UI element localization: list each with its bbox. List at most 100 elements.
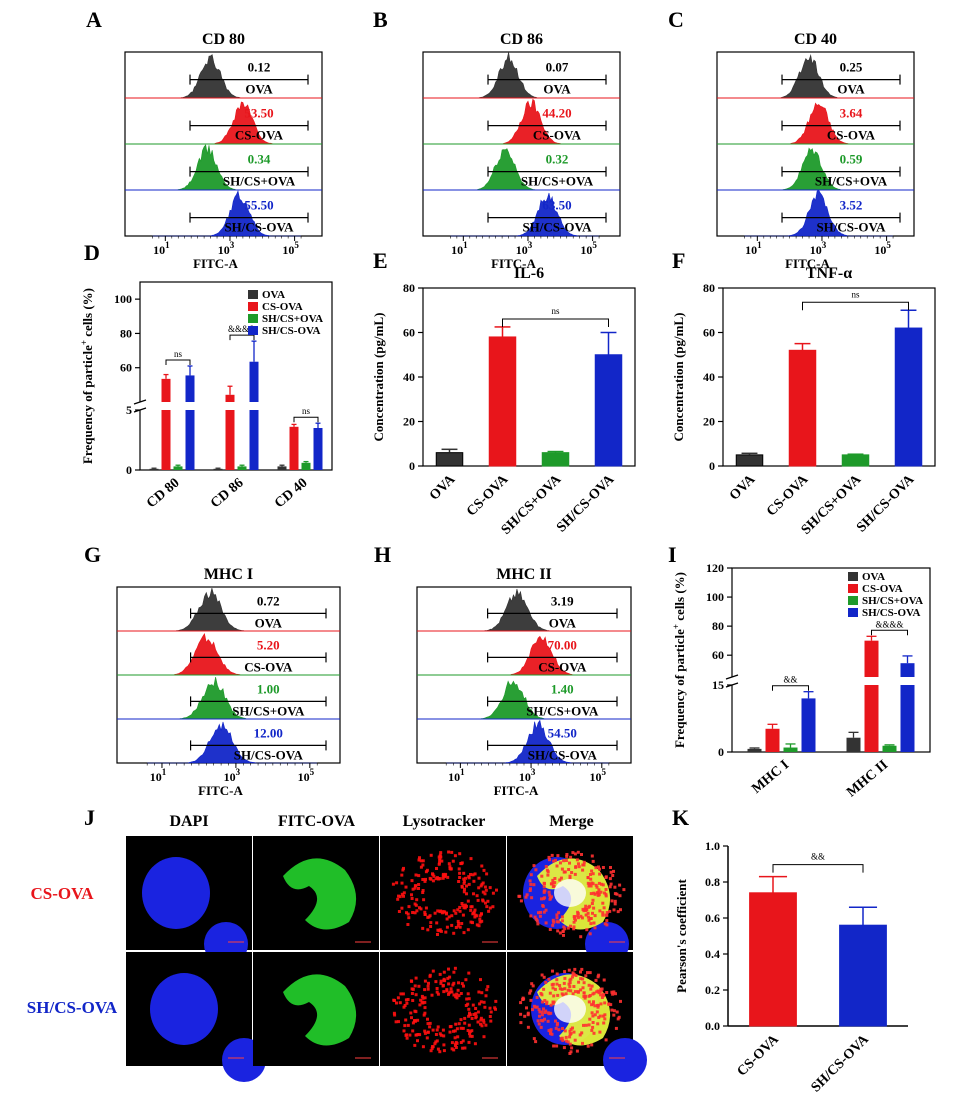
lyso-pixel [547, 977, 551, 981]
lyso-pixel [538, 1014, 541, 1018]
lyso-pixel [579, 914, 583, 918]
lyso-pixel [406, 1023, 410, 1027]
lyso-pixel [463, 1016, 467, 1020]
lyso-pixel [596, 1005, 600, 1009]
lyso-pixel [413, 886, 417, 890]
lyso-pixel [441, 984, 445, 988]
lyso-pixel [478, 1002, 482, 1006]
lyso-pixel [523, 1014, 527, 1018]
lyso-pixel [421, 926, 425, 930]
lyso-pixel [396, 996, 400, 1000]
lyso-pixel [473, 1042, 477, 1046]
lyso-pixel [458, 925, 462, 929]
lyso-pixel [591, 911, 594, 915]
colocalization-spot [554, 995, 586, 1023]
lyso-pixel [588, 971, 592, 975]
lyso-pixel [564, 859, 568, 862]
legend-swatch-cs-ova [248, 302, 258, 311]
legend-swatch-sh-cs-ova [248, 314, 258, 323]
lyso-pixel [410, 897, 414, 900]
lyso-pixel [577, 865, 581, 869]
lyso-pixel [595, 885, 599, 889]
lyso-pixel [461, 1026, 465, 1030]
lyso-pixel [558, 878, 562, 882]
bar-chart-pearson: 0.0 0.2 0.4 0.6 0.8 1.0 Pearson's coefficient C… [674, 839, 908, 1095]
histogram-curve-ova [450, 52, 600, 99]
lyso-pixel [433, 1042, 437, 1046]
lyso-pixel [443, 874, 447, 877]
lyso-pixel [413, 911, 417, 915]
lyso-pixel [601, 866, 605, 869]
y-axis-label-superscript: + [671, 624, 681, 629]
lyso-pixel [439, 979, 443, 983]
lyso-pixel [563, 976, 567, 980]
lyso-pixel [555, 913, 559, 917]
lyso-pixel [556, 993, 560, 997]
lyso-pixel [566, 1040, 570, 1044]
lyso-pixel [597, 865, 600, 869]
lyso-pixel [442, 978, 446, 982]
lyso-pixel [593, 926, 597, 930]
lyso-pixel [582, 981, 586, 985]
lyso-pixel [548, 858, 551, 862]
lyso-pixel [451, 983, 455, 987]
panel-label-J: J [84, 805, 95, 830]
lyso-pixel [529, 882, 533, 886]
lyso-pixel [552, 1044, 556, 1048]
lyso-pixel [590, 869, 594, 873]
gate-value-sh-cs-ova: 1.00 [257, 681, 280, 696]
lyso-pixel [480, 919, 484, 923]
lyso-pixel [571, 975, 574, 979]
lyso-pixel [454, 1022, 458, 1026]
lyso-pixel [407, 905, 411, 909]
lyso-pixel [601, 913, 605, 917]
x-tick-exponent: 1 [165, 240, 170, 250]
lyso-pixel [470, 905, 474, 909]
panel-label-I: I [668, 542, 677, 567]
lyso-pixel [592, 991, 596, 995]
lyso-pixel [423, 1029, 427, 1033]
lyso-pixel [587, 1023, 591, 1027]
lyso-pixel [459, 992, 463, 995]
lyso-pixel [486, 899, 490, 903]
gate-value-cs-ova: 70.00 [548, 637, 577, 652]
lyso-pixel [479, 1000, 483, 1004]
axis-break-gap [134, 402, 146, 410]
x-axis-label: FITC-A [193, 256, 238, 271]
lyso-pixel [480, 864, 484, 868]
lyso-pixel [581, 868, 585, 872]
lyso-pixel [414, 976, 418, 980]
category-label-sh-cs-ova: SH/CS-OVA [554, 472, 618, 536]
lyso-pixel [421, 889, 425, 892]
lyso-pixel [459, 862, 463, 866]
lyso-pixel [435, 987, 439, 990]
lyso-pixel [542, 1007, 545, 1011]
y-tick-label: 0.6 [705, 911, 720, 925]
lyso-pixel [398, 1001, 402, 1005]
bar-cd-86-sh-cs-ova [237, 466, 247, 470]
lyso-pixel [461, 1039, 465, 1043]
lyso-pixel [431, 873, 435, 877]
gate-value-sh-cs-ova: 63.50 [542, 198, 571, 213]
x-tick-exponent: 3 [528, 240, 533, 250]
lyso-pixel [590, 854, 594, 858]
lyso-pixel [537, 1008, 541, 1012]
gate-value-cs-ova: 5.20 [257, 637, 280, 652]
lyso-pixel [541, 904, 545, 908]
lyso-pixel [618, 883, 622, 887]
lyso-pixel [548, 928, 552, 931]
lyso-pixel [543, 1017, 546, 1021]
lyso-pixel [534, 917, 538, 921]
lyso-pixel [469, 857, 473, 861]
column-header-fitc-ova: FITC-OVA [278, 813, 355, 830]
lyso-pixel [440, 859, 444, 863]
significance-label: ns [851, 289, 860, 299]
lyso-pixel [608, 885, 612, 889]
lyso-pixel [565, 853, 569, 856]
lyso-pixel [479, 1022, 482, 1026]
lyso-pixel [551, 923, 555, 927]
lyso-pixel [453, 1029, 457, 1033]
bar-chart-tnfa: TNF-α 0 20 40 60 80 Concentration (pg/mL) OVA CS… [671, 265, 936, 538]
lyso-pixel [569, 1050, 573, 1054]
lyso-pixel [416, 1018, 420, 1022]
